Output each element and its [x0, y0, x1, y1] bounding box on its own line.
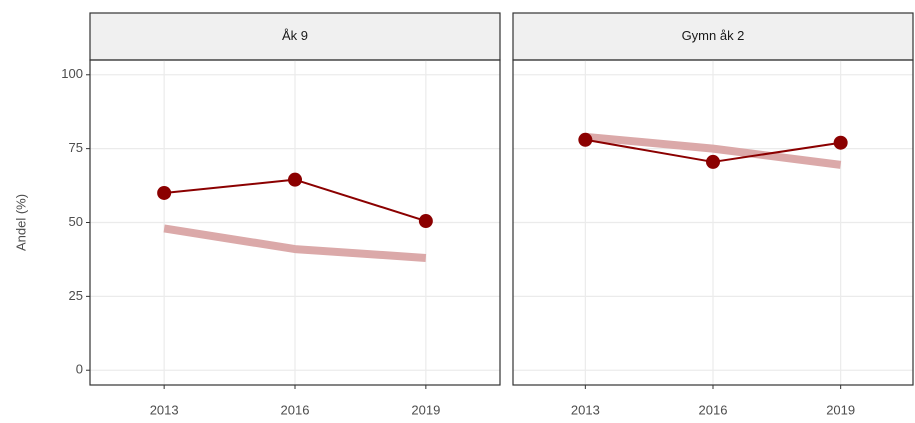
panel-border	[89, 59, 501, 386]
x-tick-label: 2016	[281, 402, 310, 417]
facet-title: Gymn åk 2	[682, 28, 745, 43]
y-axis-label: Andel (%)	[13, 194, 28, 251]
x-tick-label: 2013	[150, 402, 179, 417]
y-tick-label: 75	[69, 140, 83, 155]
series-line	[584, 132, 842, 169]
y-tick-label: 25	[69, 288, 83, 303]
point	[578, 132, 593, 147]
panel-border	[512, 59, 914, 386]
point	[157, 185, 172, 200]
point	[833, 135, 848, 150]
x-tick-label: 2019	[411, 402, 440, 417]
x-tick-label: 2013	[571, 402, 600, 417]
strip	[512, 12, 914, 61]
point	[288, 172, 302, 187]
y-tick-label: 100	[61, 66, 83, 81]
series-line	[163, 224, 427, 262]
y-tick-label: 0	[76, 362, 83, 377]
y-tick-label: 50	[69, 214, 83, 229]
strip	[89, 12, 501, 61]
x-tick-label: 2016	[699, 402, 728, 417]
x-tick-label: 2019	[826, 402, 855, 417]
point	[706, 154, 720, 169]
facet-title: Åk 9	[282, 28, 308, 43]
point	[418, 214, 433, 229]
